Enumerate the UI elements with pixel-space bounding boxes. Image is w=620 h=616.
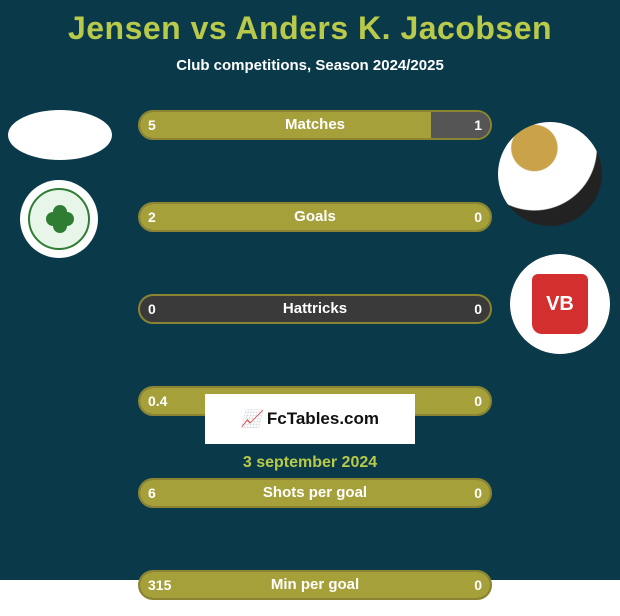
bar-left-fill (140, 480, 490, 506)
date-line: 3 september 2024 (0, 454, 620, 472)
stat-value-left: 2 (148, 202, 156, 232)
stat-value-left: 6 (148, 478, 156, 508)
stats-container: Matches51Goals20Hattricks00Goals per mat… (0, 110, 620, 386)
stat-row: Goals20 (0, 202, 620, 248)
bar-left-fill (140, 112, 431, 138)
bar-left-fill (140, 204, 490, 230)
stat-row: Shots per goal60 (0, 478, 620, 524)
brand-box: 📈 FcTables.com (205, 394, 415, 444)
comparison-card: Jensen vs Anders K. Jacobsen Club compet… (0, 0, 620, 580)
stat-value-left: 315 (148, 570, 171, 600)
page-title: Jensen vs Anders K. Jacobsen (0, 0, 620, 47)
brand-icon: 📈 (241, 409, 261, 429)
stat-value-right: 0 (474, 570, 482, 600)
bar-track (138, 202, 492, 232)
stat-value-right: 0 (474, 294, 482, 324)
bar-track (138, 570, 492, 600)
stat-row: Min per goal3150 (0, 570, 620, 616)
brand-text: FcTables.com (267, 409, 379, 429)
stat-row: Hattricks00 (0, 294, 620, 340)
stat-value-right: 0 (474, 478, 482, 508)
bar-track (138, 294, 492, 324)
stat-value-left: 0 (148, 294, 156, 324)
stat-value-left: 5 (148, 110, 156, 140)
bar-left-fill (140, 572, 490, 598)
stat-row: Matches51 (0, 110, 620, 156)
stat-value-left: 0.4 (148, 386, 167, 416)
bar-track (138, 110, 492, 140)
stat-value-right: 1 (474, 110, 482, 140)
bar-track (138, 478, 492, 508)
stat-value-right: 0 (474, 202, 482, 232)
subtitle: Club competitions, Season 2024/2025 (0, 57, 620, 74)
stat-value-right: 0 (474, 386, 482, 416)
